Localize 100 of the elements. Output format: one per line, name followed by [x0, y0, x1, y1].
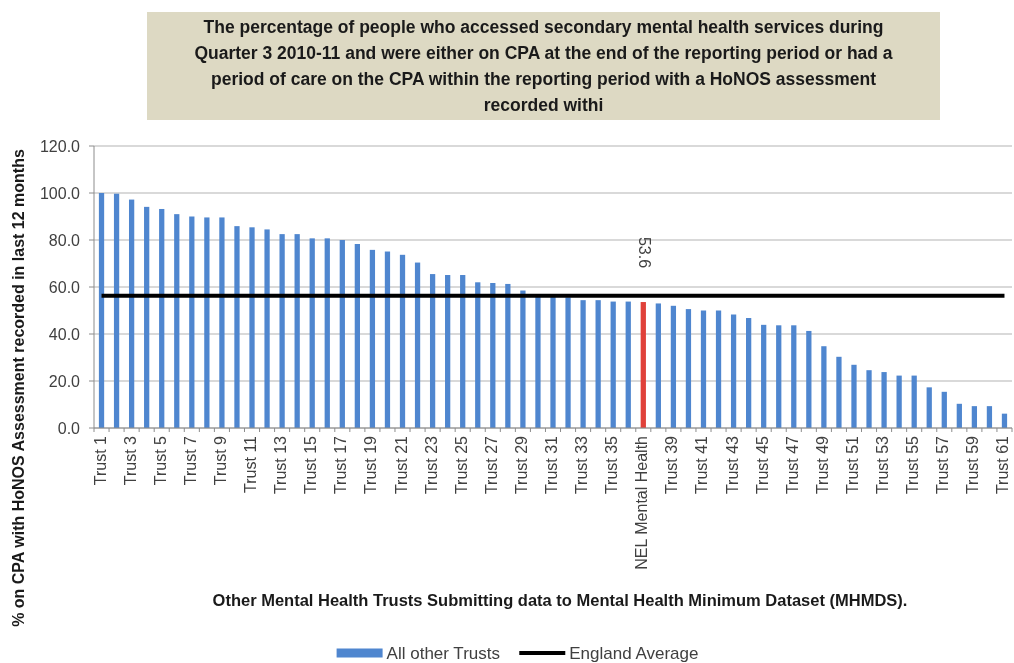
bar	[926, 387, 932, 428]
bar	[580, 300, 586, 428]
bar	[399, 254, 406, 428]
bar	[113, 193, 120, 428]
bar	[685, 309, 692, 428]
x-tick-label: Trust 49	[814, 435, 832, 495]
bar	[128, 199, 135, 428]
x-tick-label: Trust 35	[603, 435, 621, 495]
x-tick-label: Trust 11	[242, 435, 260, 493]
bar	[911, 375, 917, 428]
bar	[881, 372, 887, 428]
chart-title: The percentage of people who accessed secondary mental health services during Quarter 3 2010-11 and were either on CPA at the end of the reporting period or had a period of care on the CPA within the reporting period with a HoNOS assessment recorded withi	[194, 17, 893, 115]
bar	[324, 238, 330, 428]
bar	[219, 217, 225, 428]
x-tick-label: Trust 31	[543, 435, 561, 495]
x-tick-label: Trust 51	[844, 435, 862, 495]
x-tick-label: Trust 53	[874, 435, 892, 495]
legend-label: England Average	[569, 643, 699, 663]
x-tick-label: Trust 45	[753, 435, 771, 495]
x-tick-label: Trust 57	[934, 435, 952, 495]
x-tick-label: Trust 43	[723, 435, 741, 495]
y-tick-label: 0.0	[57, 419, 81, 437]
x-tick-label: Trust 27	[483, 435, 501, 495]
y-tick-label: 40.0	[48, 325, 81, 343]
bar	[896, 375, 902, 428]
x-tick-label: NEL Mental Health	[633, 436, 651, 570]
bar	[384, 251, 391, 428]
x-tick-label: Trust 19	[362, 435, 380, 495]
bar	[715, 310, 722, 428]
bar	[354, 244, 360, 428]
y-tick-label: 80.0	[48, 231, 81, 249]
x-tick-label: Trust 5	[151, 435, 169, 486]
x-tick-label: Trust 41	[693, 435, 711, 495]
bar	[414, 262, 421, 428]
bar	[339, 240, 345, 428]
bar	[655, 303, 661, 428]
bar	[520, 290, 526, 428]
bar	[986, 406, 993, 428]
legend-label: All other Trusts	[386, 643, 500, 663]
x-tick-label: Trust 3	[121, 435, 139, 486]
x-tick-label: Trust 55	[904, 435, 922, 495]
bar	[249, 227, 255, 428]
bar	[700, 310, 707, 428]
bar	[204, 217, 210, 428]
bar	[625, 301, 631, 428]
bar	[294, 234, 300, 428]
x-axis-title: Other Mental Health Trusts Submitting data to Mental Health Minimum Dataset (MHMDS).	[212, 591, 908, 609]
bar	[505, 283, 511, 428]
bar	[565, 297, 571, 428]
bar	[851, 364, 857, 428]
bar	[264, 229, 270, 428]
bar	[159, 208, 165, 428]
y-tick-label: 20.0	[48, 372, 81, 390]
bar	[791, 325, 797, 428]
bar	[234, 226, 240, 428]
bar	[806, 330, 812, 428]
bar	[279, 234, 285, 428]
x-tick-label: Trust 59	[964, 435, 982, 495]
data-label: 53.6	[636, 236, 654, 269]
bar	[550, 295, 556, 428]
bar	[369, 249, 376, 428]
bar	[836, 356, 842, 428]
bar	[971, 406, 978, 428]
y-tick-label: 100.0	[39, 184, 81, 202]
x-tick-label: Trust 29	[513, 435, 531, 495]
bar	[821, 346, 827, 428]
bar	[189, 216, 195, 428]
x-tick-label: Trust 25	[452, 435, 470, 495]
bar	[730, 314, 737, 428]
x-tick-label: Trust 23	[422, 435, 440, 495]
bar	[776, 325, 782, 428]
x-tick-label: Trust 61	[994, 435, 1012, 495]
x-tick-label: Trust 33	[573, 435, 591, 495]
bar	[460, 275, 466, 428]
x-tick-label: Trust 9	[212, 435, 230, 486]
bar	[640, 302, 646, 428]
y-axis-title: % on CPA with HoNOS Assessment recorded in last 12 months	[10, 149, 27, 627]
bar	[670, 305, 677, 428]
bar	[144, 206, 150, 428]
bar	[309, 238, 315, 428]
bar	[746, 318, 752, 428]
x-tick-label: Trust 1	[91, 435, 109, 486]
bar	[866, 370, 872, 428]
bar	[610, 301, 616, 428]
bar	[445, 275, 451, 428]
bar	[956, 403, 962, 428]
x-tick-label: Trust 13	[272, 435, 290, 495]
x-tick-label: Trust 15	[302, 435, 320, 495]
bar	[490, 283, 496, 428]
x-tick-label: Trust 47	[784, 435, 802, 495]
x-tick-label: Trust 21	[392, 435, 410, 495]
bar	[475, 282, 481, 428]
y-tick-label: 60.0	[48, 278, 81, 296]
x-tick-label: Trust 17	[332, 435, 350, 495]
x-tick-label: Trust 7	[182, 435, 200, 486]
bar	[98, 193, 105, 428]
x-tick-label: Trust 39	[663, 435, 681, 495]
y-tick-label: 120.0	[39, 137, 81, 155]
bar	[761, 324, 767, 428]
bar	[174, 214, 180, 428]
